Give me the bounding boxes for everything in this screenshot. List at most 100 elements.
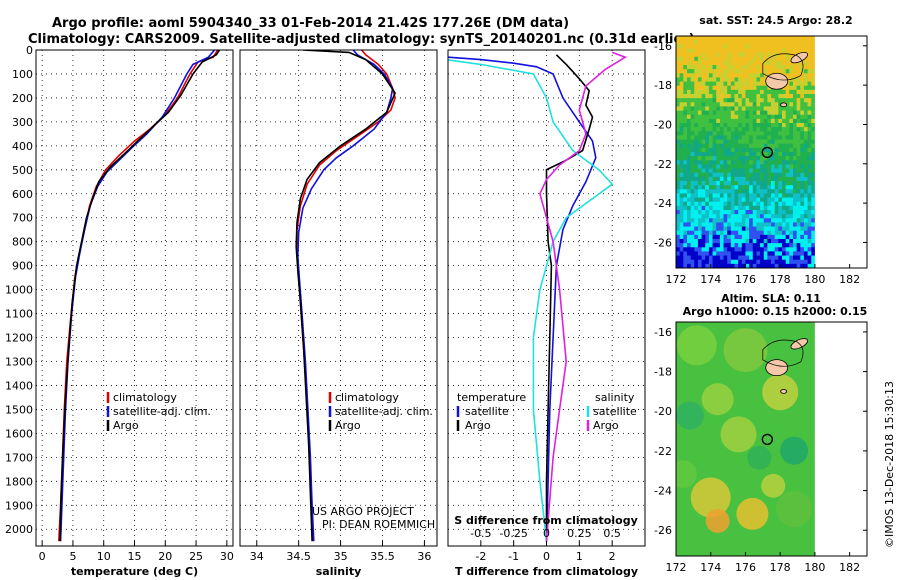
sst-pixel: [738, 168, 743, 174]
sst-pixel: [701, 52, 706, 58]
sst-pixel: [686, 94, 692, 99]
sst-pixel: [734, 176, 739, 182]
sst-pixel: [763, 69, 768, 74]
sst-pixel: [723, 222, 728, 227]
sst-pixel: [767, 247, 772, 252]
sst-pixel: [701, 210, 706, 215]
sst-pixel: [803, 156, 808, 161]
sst-pixel: [705, 85, 710, 91]
sst-pixel: [789, 168, 794, 174]
sst-pixel: [686, 102, 692, 107]
credit-line-2: PI: DEAN ROEMMICH: [322, 518, 435, 531]
sst-pixel: [792, 189, 798, 194]
sst-pixel: [686, 189, 692, 194]
sst-pixel: [679, 44, 684, 49]
sst-pixel: [749, 85, 754, 91]
sst-pixel: [745, 205, 750, 211]
sst-pixel: [734, 85, 739, 91]
sst-pixel: [807, 48, 812, 53]
sst-pixel: [778, 131, 783, 136]
sst-pixel: [708, 89, 713, 95]
sst-pixel: [727, 52, 732, 58]
sst-pixel: [771, 181, 776, 186]
sst-pixel: [738, 73, 743, 78]
sst-pixel: [741, 259, 746, 265]
sst-pixel: [734, 210, 739, 215]
sst-pixel: [778, 210, 783, 215]
sst-pixel: [771, 226, 776, 232]
sst-pixel: [767, 168, 772, 174]
sst-pixel: [723, 114, 728, 120]
sst-pixel: [771, 65, 776, 70]
sst-pixel: [723, 168, 728, 174]
sst-pixel: [796, 255, 801, 261]
sst-pixel: [800, 234, 805, 240]
sst-pixel: [694, 110, 699, 116]
sst-pixel: [719, 189, 724, 194]
sst-pixel: [760, 98, 765, 103]
sst-pixel: [719, 197, 724, 203]
sst-pixel: [734, 185, 739, 190]
sst-pixel: [792, 185, 798, 190]
sst-pixel: [734, 123, 739, 128]
sst-pixel: [705, 123, 710, 128]
sst-pixel: [697, 98, 702, 103]
sst-pixel: [756, 81, 761, 87]
sst-pixel: [811, 226, 815, 232]
sst-pixel: [774, 201, 779, 207]
sst-pixel: [778, 56, 783, 62]
sst-pixel: [701, 160, 706, 165]
sst-pixel: [763, 98, 768, 103]
sst-pixel: [774, 152, 779, 157]
sst-pixel: [712, 218, 717, 223]
map-y-tick-label: -18: [654, 79, 672, 92]
sst-pixel: [811, 259, 815, 265]
sst-pixel: [676, 81, 681, 87]
sst-pixel: [803, 69, 808, 74]
y-tick-label: 800: [12, 236, 33, 249]
sst-pixel: [767, 259, 772, 265]
sst-pixel: [686, 172, 692, 178]
sst-pixel: [741, 143, 746, 149]
sst-pixel: [712, 73, 717, 78]
sst-pixel: [749, 118, 754, 124]
sst-pixel: [785, 118, 790, 124]
sst-pixel: [708, 251, 713, 256]
sst-pixel: [734, 139, 739, 145]
sst-pixel: [712, 118, 717, 124]
sst-pixel: [712, 230, 717, 236]
sst-pixel: [782, 239, 787, 244]
sst-pixel: [803, 259, 808, 265]
sst-pixel: [708, 135, 713, 140]
sst-pixel: [774, 189, 779, 194]
sst-pixel: [800, 239, 805, 244]
sst-pixel: [676, 69, 681, 74]
sst-pixel: [756, 234, 761, 240]
sst-pixel: [756, 56, 761, 62]
sst-pixel: [763, 60, 768, 66]
sst-pixel: [712, 172, 717, 178]
sst-pixel: [712, 135, 717, 140]
sst-pixel: [745, 251, 750, 256]
sst-pixel: [679, 255, 684, 261]
sst-pixel: [679, 147, 684, 153]
sst-pixel: [756, 114, 761, 120]
sst-pixel: [723, 89, 728, 95]
sst-pixel: [782, 123, 787, 128]
sst-pixel: [727, 201, 732, 207]
sst-pixel: [778, 164, 783, 169]
sst-pixel: [756, 156, 761, 161]
sst-pixel: [738, 152, 743, 157]
sst-pixel: [745, 48, 750, 53]
sst-pixel: [730, 201, 735, 207]
sst-pixel: [800, 185, 805, 190]
sst-pixel: [690, 123, 695, 128]
reef-outline: [762, 339, 804, 367]
sst-pixel: [796, 226, 801, 232]
sst-pixel: [738, 143, 743, 149]
sst-pixel: [708, 230, 713, 236]
sst-pixel: [708, 123, 713, 128]
sst-pixel: [800, 218, 805, 223]
sst-pixel: [771, 98, 776, 103]
sst-pixel: [789, 131, 794, 136]
